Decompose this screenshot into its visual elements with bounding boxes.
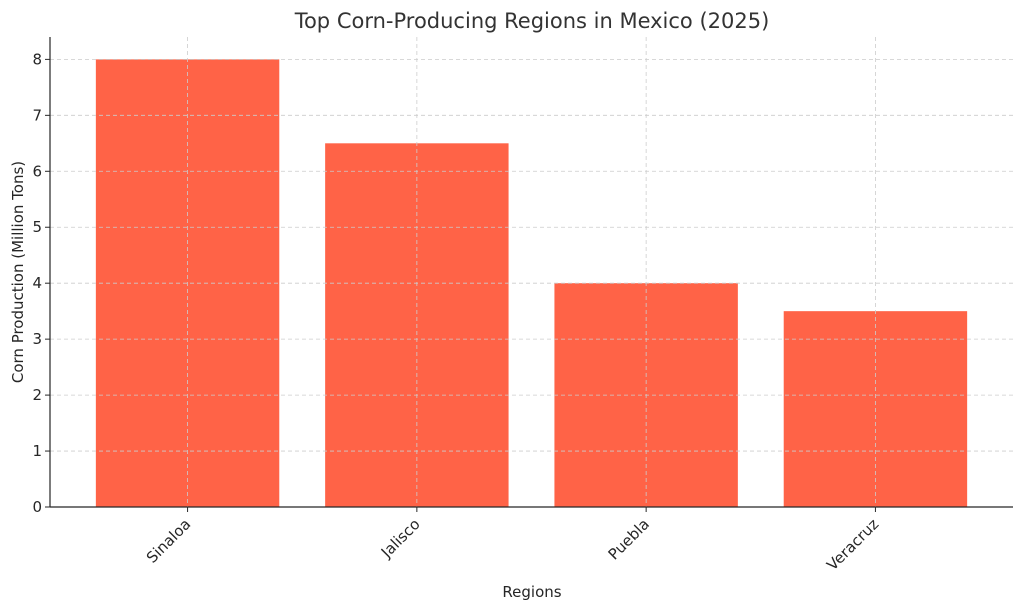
y-axis-label: Corn Production (Million Tons) xyxy=(9,161,27,383)
x-axis-label: Regions xyxy=(502,583,561,601)
y-tick-label: 0 xyxy=(32,498,42,516)
x-tick-label: Sinaloa xyxy=(143,515,195,567)
chart-title: Top Corn-Producing Regions in Mexico (20… xyxy=(294,9,770,33)
y-tick-label: 1 xyxy=(32,442,42,460)
grid-lines xyxy=(50,37,1013,508)
x-tick-label: Puebla xyxy=(605,515,653,563)
y-tick-label: 3 xyxy=(32,330,42,348)
y-tick-label: 6 xyxy=(32,162,42,180)
y-tick-label: 8 xyxy=(32,50,42,68)
y-tick-label: 4 xyxy=(32,274,42,292)
y-tick-label: 7 xyxy=(32,106,42,124)
y-tick-label: 5 xyxy=(32,218,42,236)
axes xyxy=(45,37,1013,512)
y-tick-label: 2 xyxy=(32,386,42,404)
x-tick-label: Veracruz xyxy=(823,515,882,574)
x-tick-label: Jalisco xyxy=(377,515,424,562)
